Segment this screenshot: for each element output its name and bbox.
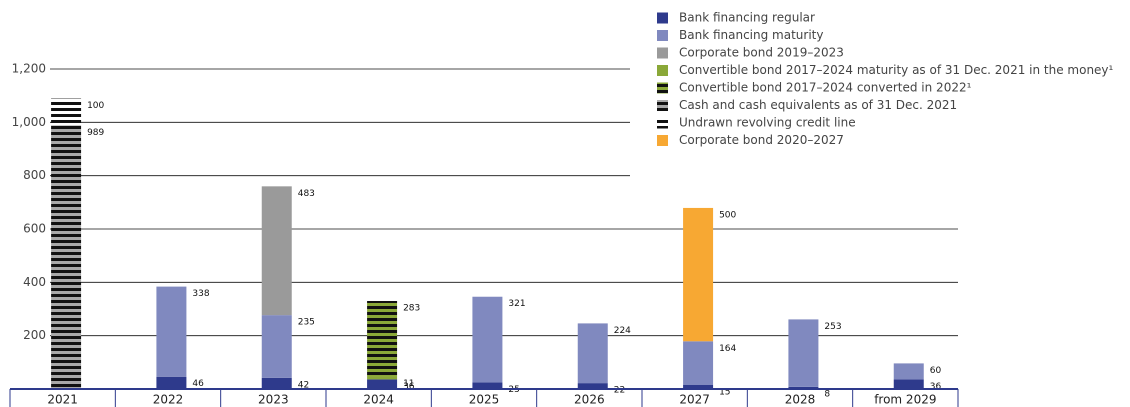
legend-background (630, 0, 1070, 188)
data-label: 253 (824, 322, 841, 332)
legend-swatch (657, 12, 668, 24)
data-label: 42 (298, 380, 309, 390)
bar-segment (156, 376, 187, 389)
legend-label: Convertible bond 2017–2024 converted in … (679, 81, 972, 95)
y-tick-label: 400 (23, 275, 46, 289)
legend-swatch (657, 117, 668, 129)
data-label: 22 (614, 386, 625, 396)
legend-swatch (657, 100, 668, 111)
bar-segment (51, 98, 82, 126)
legend-label: Undrawn revolving credit line (679, 116, 856, 130)
bar-segment (472, 296, 503, 383)
bar-segment (367, 379, 398, 389)
bar-segment (51, 125, 82, 390)
bar-segment (367, 376, 398, 380)
legend-swatch (657, 65, 668, 76)
bar-segment (261, 377, 292, 389)
x-tick-label: 2023 (258, 393, 289, 407)
x-tick-label: 2021 (47, 393, 78, 407)
x-tick-label: 2026 (574, 393, 605, 407)
x-tick-label: 2028 (785, 393, 816, 407)
bar-segment (156, 286, 187, 377)
x-tick-label: 2022 (153, 393, 184, 407)
bar-segment (683, 385, 714, 389)
x-tick-label: 2024 (363, 393, 394, 407)
legend-label: Bank financing regular (679, 11, 815, 25)
legend-swatch (657, 30, 668, 41)
y-tick-label: 200 (23, 328, 46, 342)
data-label: 235 (298, 318, 315, 328)
data-label: 989 (87, 128, 104, 138)
x-tick-label: 2025 (469, 393, 500, 407)
bar-segment (788, 386, 819, 389)
bar-segment (367, 301, 398, 377)
data-label: 46 (192, 379, 204, 389)
bar-segment (683, 341, 714, 385)
data-label: 100 (87, 101, 104, 111)
y-tick-label: 1,000 (12, 115, 46, 129)
bar-segment (261, 186, 292, 316)
data-label: 36 (930, 382, 942, 392)
data-label: 60 (930, 366, 942, 376)
y-tick-label: 1,200 (12, 62, 46, 76)
legend-label: Cash and cash equivalents as of 31 Dec. … (679, 98, 957, 112)
bar-segment (577, 383, 608, 389)
data-label: 283 (403, 304, 420, 314)
bar-segment (788, 319, 819, 387)
bar-segment (893, 379, 924, 389)
legend-swatch (657, 82, 668, 94)
bar-segment (683, 207, 714, 342)
data-label: 164 (719, 344, 736, 354)
legend-label: Bank financing maturity (679, 28, 823, 42)
y-tick-label: 800 (23, 168, 46, 182)
bar-segment (577, 323, 608, 384)
legend-label: Convertible bond 2017–2024 maturity as o… (679, 63, 1114, 77)
data-label: 321 (508, 299, 525, 309)
data-label: 15 (719, 388, 730, 398)
data-label: 8 (824, 389, 830, 399)
legend-label: Corporate bond 2020–2027 (679, 133, 844, 147)
data-label: 500 (719, 210, 736, 220)
legend-swatch (657, 47, 668, 59)
data-label: 36 (403, 382, 415, 392)
y-tick-label: 600 (23, 222, 46, 236)
x-tick-label: 2027 (679, 393, 710, 407)
data-label: 483 (298, 189, 315, 199)
bar-segment (472, 382, 503, 389)
data-label: 338 (192, 289, 209, 299)
data-label: 224 (614, 326, 631, 336)
legend-swatch (657, 135, 668, 146)
bar-segment (261, 315, 292, 378)
x-tick-label: from 2029 (874, 393, 936, 407)
legend-label: Corporate bond 2019–2023 (679, 46, 844, 60)
data-label: 11 (403, 379, 414, 389)
bar-segment (893, 363, 924, 380)
